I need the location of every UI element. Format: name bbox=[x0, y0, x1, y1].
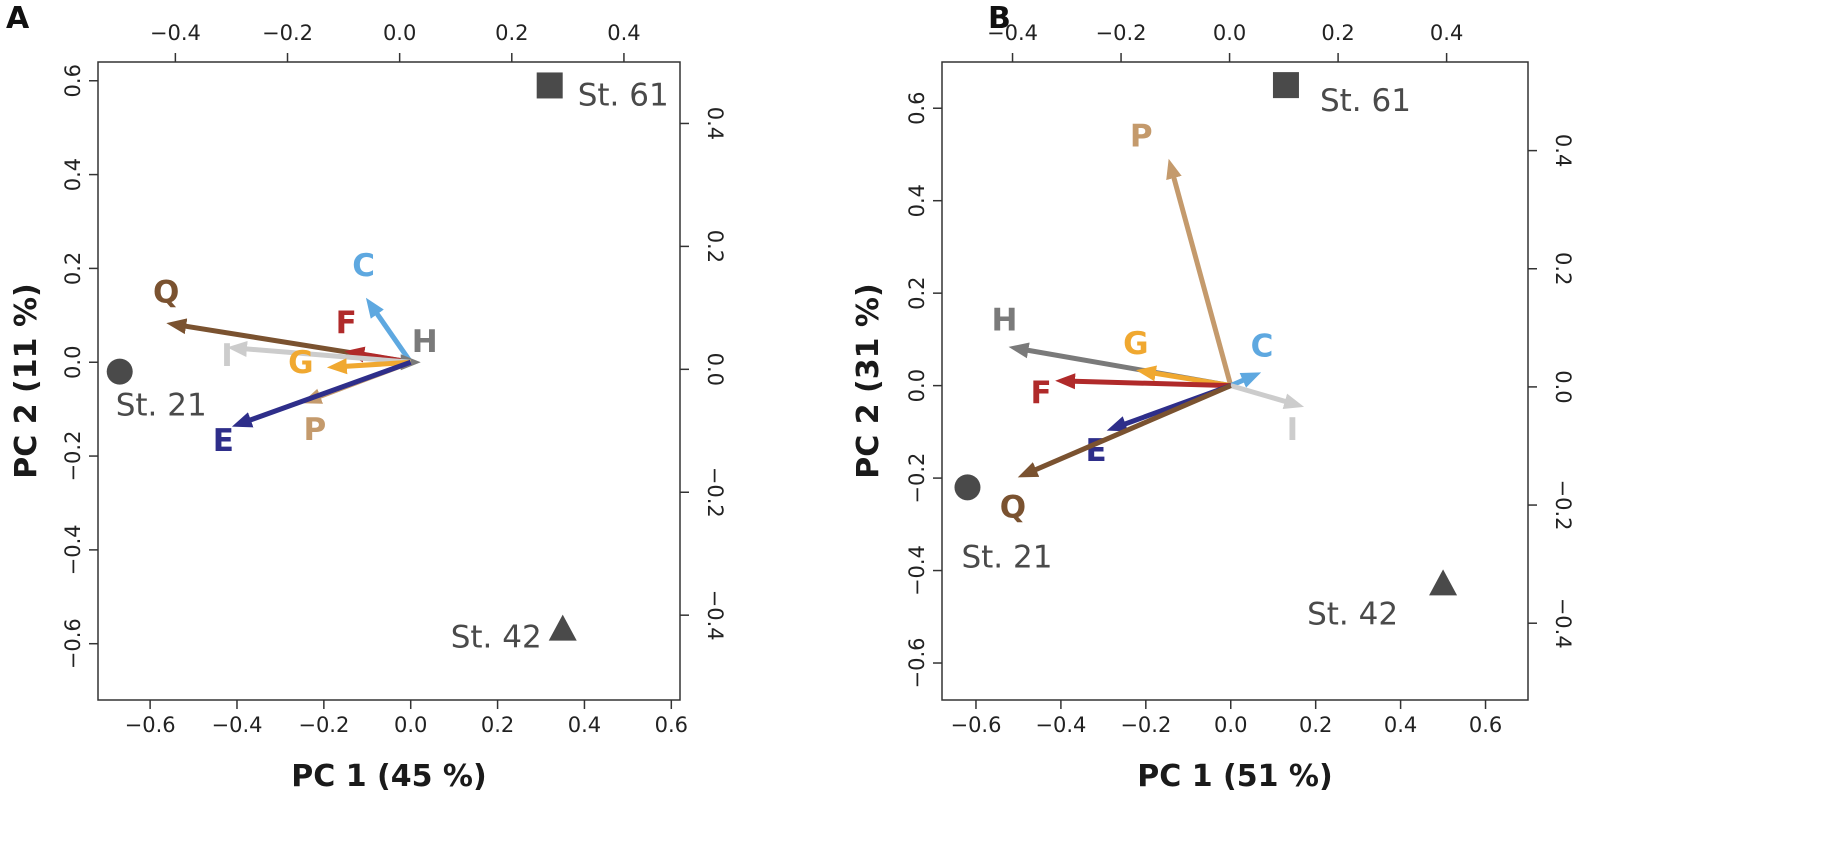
plot-frame bbox=[97, 61, 681, 701]
loading-label-g: G bbox=[1123, 326, 1148, 362]
loading-label-i: I bbox=[1287, 412, 1299, 448]
loading-label-c: C bbox=[352, 248, 375, 284]
loading-label-g: G bbox=[288, 345, 313, 381]
x-tick-label: 0.0 bbox=[1214, 713, 1247, 737]
top-tick-label: −0.2 bbox=[1096, 21, 1147, 45]
panel-label-b: B bbox=[988, 1, 1011, 36]
biplot-panel-b: −0.6 −0.4 −0.2 0.0 0.2 0.4 0.6 −0.6 −0.4 −0.2 0.0 0… bbox=[851, 21, 1575, 794]
loading-label-f: F bbox=[1031, 375, 1052, 411]
top-tick-label: 0.0 bbox=[383, 21, 416, 45]
x-tick-label: 0.2 bbox=[1299, 713, 1332, 737]
loading-label-p: P bbox=[303, 412, 326, 448]
x-tick-label: 0.4 bbox=[1384, 713, 1417, 737]
x-axis-title: PC 1 (45 %) bbox=[291, 759, 486, 794]
x-tick-label: 0.2 bbox=[481, 713, 514, 737]
top-tick-label: −0.4 bbox=[150, 21, 201, 45]
loading-arrow-p bbox=[1166, 158, 1234, 387]
loading-arrow-c bbox=[365, 297, 413, 364]
top-tick-label: 0.2 bbox=[1321, 21, 1354, 45]
site-label: St. 42 bbox=[1307, 596, 1398, 632]
biplot-panel-a: −0.6 −0.4 −0.2 0.0 0.2 0.4 0.6 −0.6 −0.4 −0.2 0.0 0… bbox=[9, 21, 727, 794]
y-tick-label: −0.4 bbox=[61, 524, 85, 575]
loading-label-c: C bbox=[1251, 328, 1274, 364]
x-tick-label: −0.4 bbox=[211, 713, 262, 737]
right-tick-label: 0.2 bbox=[703, 230, 727, 263]
panel-label-a: A bbox=[6, 1, 30, 36]
x-tick-label: 0.4 bbox=[568, 713, 601, 737]
site-marker-square bbox=[1272, 72, 1299, 99]
site-marker-triangle bbox=[548, 614, 577, 641]
site-label: St. 21 bbox=[116, 388, 207, 424]
x-tick-label: 0.6 bbox=[1469, 713, 1502, 737]
y-tick-label: 0.4 bbox=[905, 184, 929, 217]
site-label: St. 21 bbox=[961, 539, 1052, 575]
y-axis-title: PC 2 (11 %) bbox=[9, 283, 44, 478]
loading-label-q: Q bbox=[1000, 489, 1026, 525]
y-tick-label: −0.2 bbox=[905, 453, 929, 504]
loading-label-f: F bbox=[336, 305, 357, 341]
loading-label-q: Q bbox=[153, 275, 179, 311]
loading-arrow-f bbox=[1055, 373, 1231, 390]
loading-label-i: I bbox=[221, 338, 233, 374]
site-marker-triangle bbox=[1429, 569, 1458, 596]
loading-label-e: E bbox=[213, 423, 234, 459]
loading-label-p: P bbox=[1130, 118, 1153, 154]
site-label: St. 61 bbox=[1320, 83, 1411, 119]
x-tick-label: −0.2 bbox=[298, 713, 349, 737]
right-tick-label: 0.4 bbox=[1551, 134, 1575, 167]
x-tick-label: −0.2 bbox=[1120, 713, 1171, 737]
right-tick-label: 0.0 bbox=[703, 353, 727, 386]
y-tick-label: −0.4 bbox=[905, 545, 929, 596]
loading-arrow-i bbox=[227, 340, 411, 365]
loading-label-h: H bbox=[412, 324, 438, 360]
y-axis-title: PC 2 (31 %) bbox=[851, 283, 886, 478]
top-tick-label: 0.4 bbox=[607, 21, 640, 45]
right-tick-label: 0.4 bbox=[703, 107, 727, 140]
y-tick-label: 0.2 bbox=[905, 276, 929, 309]
right-tick-label: 0.0 bbox=[1551, 370, 1575, 403]
x-tick-label: −0.4 bbox=[1035, 713, 1086, 737]
site-label: St. 42 bbox=[451, 620, 542, 656]
right-tick-label: −0.2 bbox=[703, 467, 727, 518]
y-tick-label: 0.0 bbox=[905, 369, 929, 402]
top-tick-label: 0.2 bbox=[495, 21, 528, 45]
site-marker-circle bbox=[106, 358, 133, 385]
y-tick-label: 0.4 bbox=[61, 158, 85, 191]
top-tick-label: 0.0 bbox=[1213, 21, 1246, 45]
loading-arrow-i bbox=[1230, 383, 1305, 410]
right-tick-label: −0.4 bbox=[1551, 598, 1575, 649]
loading-arrow-q bbox=[1017, 383, 1232, 478]
top-tick-label: 0.4 bbox=[1430, 21, 1463, 45]
x-tick-label: 0.0 bbox=[394, 713, 427, 737]
site-label: St. 61 bbox=[578, 77, 669, 113]
y-tick-label: 0.6 bbox=[905, 92, 929, 125]
loading-arrow-e bbox=[231, 359, 412, 428]
y-tick-label: −0.6 bbox=[61, 618, 85, 669]
y-tick-label: −0.6 bbox=[905, 638, 929, 689]
x-tick-label: −0.6 bbox=[950, 713, 1001, 737]
right-tick-label: 0.2 bbox=[1551, 252, 1575, 285]
y-tick-label: 0.2 bbox=[61, 252, 85, 285]
x-tick-label: 0.6 bbox=[655, 713, 688, 737]
loading-arrow-g bbox=[326, 358, 411, 375]
loading-label-h: H bbox=[991, 303, 1017, 339]
y-tick-label: −0.2 bbox=[61, 431, 85, 482]
top-tick-label: −0.2 bbox=[262, 21, 313, 45]
right-tick-label: −0.2 bbox=[1551, 480, 1575, 531]
right-tick-label: −0.4 bbox=[703, 590, 727, 641]
x-axis-title: PC 1 (51 %) bbox=[1137, 759, 1332, 794]
top-tick-label: −0.4 bbox=[987, 21, 1038, 45]
plot-frame bbox=[941, 61, 1529, 701]
x-tick-label: −0.6 bbox=[125, 713, 176, 737]
y-tick-label: 0.6 bbox=[61, 64, 85, 97]
site-marker-square bbox=[536, 72, 563, 99]
site-marker-circle bbox=[954, 474, 981, 501]
y-tick-label: 0.0 bbox=[61, 346, 85, 379]
